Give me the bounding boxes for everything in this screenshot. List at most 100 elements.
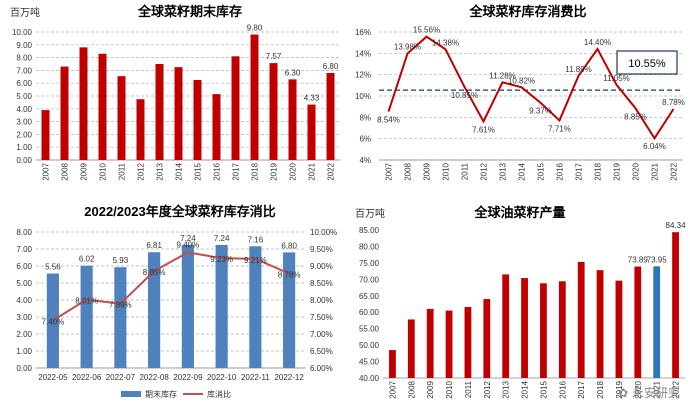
bar bbox=[174, 67, 183, 160]
line-data-label: 8.01% bbox=[75, 297, 98, 306]
y-tick-label: 75.00 bbox=[359, 259, 380, 268]
y-tick-label: 85.00 bbox=[359, 226, 380, 235]
data-label: 73.95 bbox=[647, 255, 668, 264]
y-tick-label: 3.00 bbox=[16, 118, 32, 127]
x-tick-label: 2014 bbox=[175, 162, 184, 180]
bar bbox=[193, 80, 202, 160]
bar bbox=[148, 252, 161, 368]
bar bbox=[136, 99, 145, 160]
x-tick-label: 2007 bbox=[388, 380, 397, 398]
x-tick-label: 2020 bbox=[289, 162, 298, 180]
bar bbox=[249, 246, 262, 368]
x-tick-label: 2010 bbox=[99, 162, 108, 180]
y-tick-label: 8.50% bbox=[310, 279, 333, 288]
y-tick-label: 8.00 bbox=[16, 228, 32, 237]
data-label: 4.33 bbox=[304, 94, 320, 103]
data-label: 7.57 bbox=[266, 52, 282, 61]
x-tick-label: 2022-05 bbox=[38, 373, 68, 382]
chart-stock-unit: 百万吨 bbox=[10, 6, 40, 19]
y-tick-label: 10.00% bbox=[310, 228, 337, 237]
y-tick-label: 7.00% bbox=[310, 330, 333, 339]
x-tick-label: 2021 bbox=[653, 380, 662, 398]
bar bbox=[426, 308, 434, 378]
data-label: 6.81 bbox=[146, 241, 162, 250]
line-data-label: 9.21% bbox=[244, 256, 267, 265]
chart-monthly-bars bbox=[46, 244, 296, 368]
x-tick-label: 2009 bbox=[423, 162, 432, 180]
x-tick-label: 2013 bbox=[499, 162, 508, 180]
x-tick-label: 2013 bbox=[502, 380, 511, 398]
x-tick-label: 2015 bbox=[539, 380, 548, 398]
data-label: 6.80 bbox=[323, 62, 339, 71]
x-tick-label: 2022-09 bbox=[173, 373, 203, 382]
bar bbox=[389, 350, 396, 378]
reference-callout: 10.55% bbox=[616, 50, 678, 75]
chart-monthly-title: 2022/2023年度全球菜籽库存消比 bbox=[84, 204, 275, 219]
x-tick-label: 2008 bbox=[407, 380, 416, 398]
x-tick-label: 2014 bbox=[518, 162, 527, 180]
y-tick-label: 40.00 bbox=[359, 374, 380, 383]
y-tick-label: 10% bbox=[355, 92, 371, 101]
bar bbox=[212, 94, 221, 160]
data-label: 7.24 bbox=[214, 234, 230, 243]
x-tick-label: 2022-08 bbox=[139, 373, 169, 382]
data-label: 9.37% bbox=[529, 107, 552, 116]
data-label: 73.89 bbox=[628, 256, 649, 265]
y-tick-label: 65.00 bbox=[359, 292, 380, 301]
bar bbox=[326, 72, 335, 160]
bar bbox=[269, 63, 278, 160]
chart-production-bars bbox=[389, 232, 679, 378]
bar bbox=[98, 53, 107, 161]
data-label: 14.40% bbox=[584, 38, 611, 47]
x-tick-label: 2012 bbox=[480, 162, 489, 180]
bar bbox=[521, 278, 528, 378]
x-tick-label: 2022-07 bbox=[106, 373, 136, 382]
series-line bbox=[52, 251, 290, 322]
data-label: 84.34 bbox=[666, 221, 687, 230]
data-label: 5.93 bbox=[113, 256, 129, 265]
x-tick-label: 2022 bbox=[327, 162, 336, 180]
chart-ratio-title: 全球菜籽库存消费比 bbox=[468, 4, 586, 19]
bar bbox=[283, 252, 296, 368]
x-tick-label: 2018 bbox=[251, 162, 260, 180]
y-tick-label: 7.00 bbox=[16, 66, 32, 75]
x-tick-label: 2015 bbox=[537, 162, 546, 180]
x-tick-label: 2021 bbox=[651, 162, 660, 180]
bar bbox=[540, 283, 547, 378]
y-tick-label: 4.00 bbox=[16, 296, 32, 305]
y-tick-label: 8% bbox=[359, 113, 371, 122]
data-label: 9.80 bbox=[247, 24, 263, 33]
line-data-label: 9.40% bbox=[177, 240, 200, 249]
x-tick-label: 2010 bbox=[442, 162, 451, 180]
data-label: 8.54% bbox=[377, 116, 400, 125]
bar bbox=[672, 232, 679, 378]
x-tick-label: 2008 bbox=[404, 162, 413, 180]
x-tick-label: 2022-12 bbox=[274, 373, 304, 382]
data-label: 7.24 bbox=[180, 234, 196, 243]
x-tick-label: 2019 bbox=[615, 380, 624, 398]
x-tick-label: 2015 bbox=[194, 162, 203, 180]
chart-stock-title: 全球菜籽期末库存 bbox=[137, 4, 242, 19]
chart-ratio-line bbox=[387, 35, 675, 141]
bar bbox=[231, 56, 240, 160]
y-tick-label: 5.00 bbox=[16, 279, 32, 288]
chart-production-axis: 40.00 45.00 50.00 55.00 60.00 65.00 70.00 75.00… bbox=[359, 226, 685, 399]
x-tick-label: 2022 bbox=[670, 162, 679, 180]
x-tick-label: 2019 bbox=[270, 162, 279, 180]
y-tick-label: 1.00 bbox=[16, 143, 32, 152]
data-label: 11.28% bbox=[489, 71, 516, 80]
data-label: 11.05% bbox=[603, 74, 630, 83]
y-tick-label: 9.00% bbox=[310, 262, 333, 271]
y-tick-label: 14% bbox=[355, 49, 371, 58]
x-tick-label: 2009 bbox=[426, 380, 435, 398]
data-label: 6.80 bbox=[281, 241, 297, 250]
data-label: 10.85% bbox=[451, 91, 478, 100]
chart-production-unit: 百万吨 bbox=[355, 207, 385, 220]
chart-monthly-panel: 2022/2023年度全球菜籽库存消比 0.00 1.00 2.00 3.00 4.00… bbox=[16, 204, 337, 399]
y-tick-label: 12% bbox=[355, 71, 371, 80]
x-tick-label: 2020 bbox=[634, 380, 643, 398]
bar bbox=[445, 310, 453, 378]
y-tick-label: 10.00 bbox=[12, 28, 33, 37]
reference-callout-box bbox=[616, 50, 678, 75]
y-tick-label: 8.00% bbox=[310, 296, 333, 305]
